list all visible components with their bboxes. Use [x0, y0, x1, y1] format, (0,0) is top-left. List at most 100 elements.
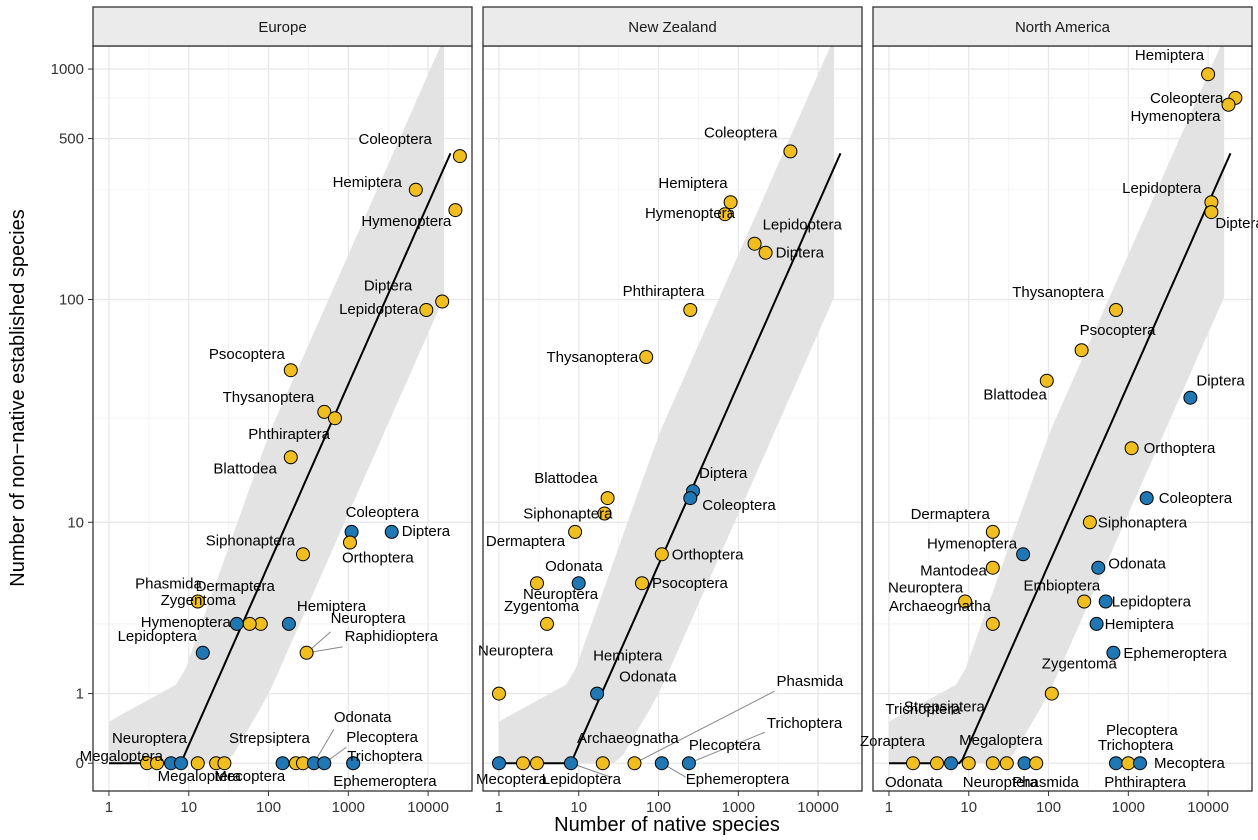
- data-point-orthoptera: [1124, 441, 1139, 456]
- point-label-lepidoptera: Lepidoptera: [339, 301, 419, 318]
- data-point-archaeognatha: [985, 616, 1000, 631]
- data-point-orthoptera: [654, 547, 669, 562]
- point-label-blattodea: Blattodea: [983, 387, 1047, 404]
- data-point-zoraptera: [930, 756, 944, 771]
- point-label-coleoptera: Coleoptera: [346, 504, 420, 521]
- data-point-blattodea: [600, 491, 615, 506]
- point-label-hymenoptera: Hymenoptera: [141, 614, 232, 631]
- x-tick-label: 100: [646, 799, 671, 816]
- data-point-mecoptera: [492, 756, 506, 771]
- point-label-odonata: Odonata: [334, 709, 392, 726]
- data-point-neuroptera: [299, 645, 314, 660]
- data-point-orthoptera: [343, 535, 357, 550]
- point-label-mecoptera: Mecoptera: [476, 771, 548, 788]
- point-label-zygentoma: Zygentoma: [161, 592, 237, 609]
- data-point-unlabeled: [595, 756, 610, 771]
- point-label-dermaptera: Dermaptera: [911, 506, 991, 523]
- x-tick-label: 1: [105, 799, 113, 816]
- data-point-lepidoptera: [419, 303, 434, 317]
- data-point-zygentoma: [1044, 686, 1059, 701]
- point-label-dermaptera: Dermaptera: [196, 578, 276, 595]
- point-label-hemiptera: Hemiptera: [1105, 616, 1175, 633]
- point-label-lepidoptera: Lepidoptera: [542, 771, 622, 788]
- point-label-thysanoptera: Thysanoptera: [546, 349, 638, 366]
- data-point-plecoptera: [317, 756, 332, 771]
- y-tick-label: 500: [59, 131, 84, 148]
- data-point-hymenoptera: [448, 203, 463, 218]
- point-label-mantodea: Mantodea: [920, 563, 987, 580]
- point-label-orthoptera: Orthoptera: [672, 546, 744, 563]
- data-point-hymenoptera: [1016, 547, 1031, 562]
- confidence-band: [109, 38, 445, 764]
- data-point-ephemeroptera: [1106, 645, 1121, 660]
- data-point-unlabeled: [961, 756, 976, 771]
- data-point-coleoptera: [1139, 491, 1154, 506]
- fitted-curve: [499, 152, 842, 765]
- confidence-band: [499, 38, 835, 764]
- point-label-diptera: Diptera: [1196, 373, 1245, 390]
- point-label-phasmida: Phasmida: [777, 673, 844, 690]
- data-point-siphonaptera: [296, 547, 310, 562]
- point-label-phthiraptera: Phthiraptera: [623, 283, 705, 300]
- data-point-megaloptera: [174, 756, 188, 771]
- point-label-odonata: Odonata: [1108, 556, 1166, 573]
- point-label-lepidoptera: Lepidoptera: [1112, 594, 1192, 611]
- x-tick-label: 10000: [407, 799, 449, 816]
- data-point-odonata: [906, 756, 920, 771]
- point-label-mecoptera: Mecoptera: [1154, 755, 1226, 772]
- panel-new-zealand: Coleoptera Hemiptera Hymenoptera Lepidopter…: [476, 6, 863, 816]
- point-label-mecoptera: Mecoptera: [214, 768, 286, 785]
- point-label-plecoptera: Plecoptera: [346, 729, 418, 746]
- point-label-blattodea: Blattodea: [534, 470, 598, 487]
- data-point-unlabeled: [516, 756, 530, 771]
- data-point-thysanoptera: [317, 404, 332, 419]
- data-point-hemiptera: [281, 616, 296, 631]
- point-label-orthoptera: Orthoptera: [1144, 440, 1216, 457]
- data-point-hymenoptera: [1221, 97, 1236, 112]
- point-label-phthiraptera: Phthiraptera: [1104, 774, 1186, 791]
- data-point-psocoptera: [1074, 343, 1089, 358]
- point-label-hymenoptera: Hymenoptera: [927, 535, 1018, 552]
- point-label-coleoptera: Coleoptera: [704, 124, 778, 141]
- x-tick-label: 1000: [332, 799, 365, 816]
- data-point-hemiptera: [408, 182, 423, 197]
- x-tick-label: 1000: [1112, 799, 1145, 816]
- point-label-neuroptera: Neuroptera: [963, 774, 1039, 791]
- data-point-phasmida: [1029, 756, 1044, 771]
- point-label-ephemeroptera: Ephemeroptera: [1123, 645, 1227, 662]
- point-label-phasmida: Phasmida: [135, 576, 202, 593]
- data-point-blattodea: [283, 450, 298, 465]
- point-label-hymenoptera: Hymenoptera: [645, 205, 736, 222]
- data-point-phthiraptera: [683, 303, 698, 317]
- point-label-diptera: Diptera: [364, 278, 413, 295]
- point-label-zygentoma: Zygentoma: [504, 598, 580, 615]
- point-label-coleoptera: Coleoptera: [359, 131, 433, 148]
- point-label-trichoptera: Trichoptera: [1098, 737, 1174, 754]
- data-point-odonata: [1091, 560, 1106, 575]
- data-point-megaloptera: [1017, 756, 1032, 771]
- point-label-coleoptera: Coleoptera: [1159, 490, 1233, 507]
- point-label-odonata: Odonata: [885, 774, 943, 791]
- x-tick-label: 100: [256, 799, 281, 816]
- point-label-neuroptera: Neuroptera: [331, 610, 407, 627]
- point-label-neuroptera: Neuroptera: [523, 586, 599, 603]
- point-label-hemiptera: Hemiptera: [333, 174, 403, 191]
- panel-strip-title: Europe: [258, 19, 306, 36]
- data-point-mecoptera: [1133, 756, 1147, 771]
- data-point-odonata: [571, 576, 586, 591]
- data-point-psocoptera: [283, 363, 298, 378]
- point-label-psocoptera: Psocoptera: [209, 346, 286, 363]
- point-label-coleoptera: Coleoptera: [702, 497, 776, 514]
- point-label-strepsiptera: Strepsiptera: [904, 699, 986, 716]
- data-point-plecoptera: [681, 756, 696, 771]
- point-label-hemiptera: Hemiptera: [658, 175, 728, 192]
- point-label-blattodea: Blattodea: [213, 460, 277, 477]
- data-point-psocoptera: [635, 576, 649, 591]
- data-point-hemiptera: [723, 195, 738, 210]
- point-label-diptera: Diptera: [699, 465, 748, 482]
- point-label-diptera: Diptera: [402, 523, 451, 540]
- point-label-dermaptera: Dermaptera: [486, 533, 566, 550]
- x-tick-label: 100: [1036, 799, 1061, 816]
- data-point-thysanoptera: [1109, 303, 1123, 317]
